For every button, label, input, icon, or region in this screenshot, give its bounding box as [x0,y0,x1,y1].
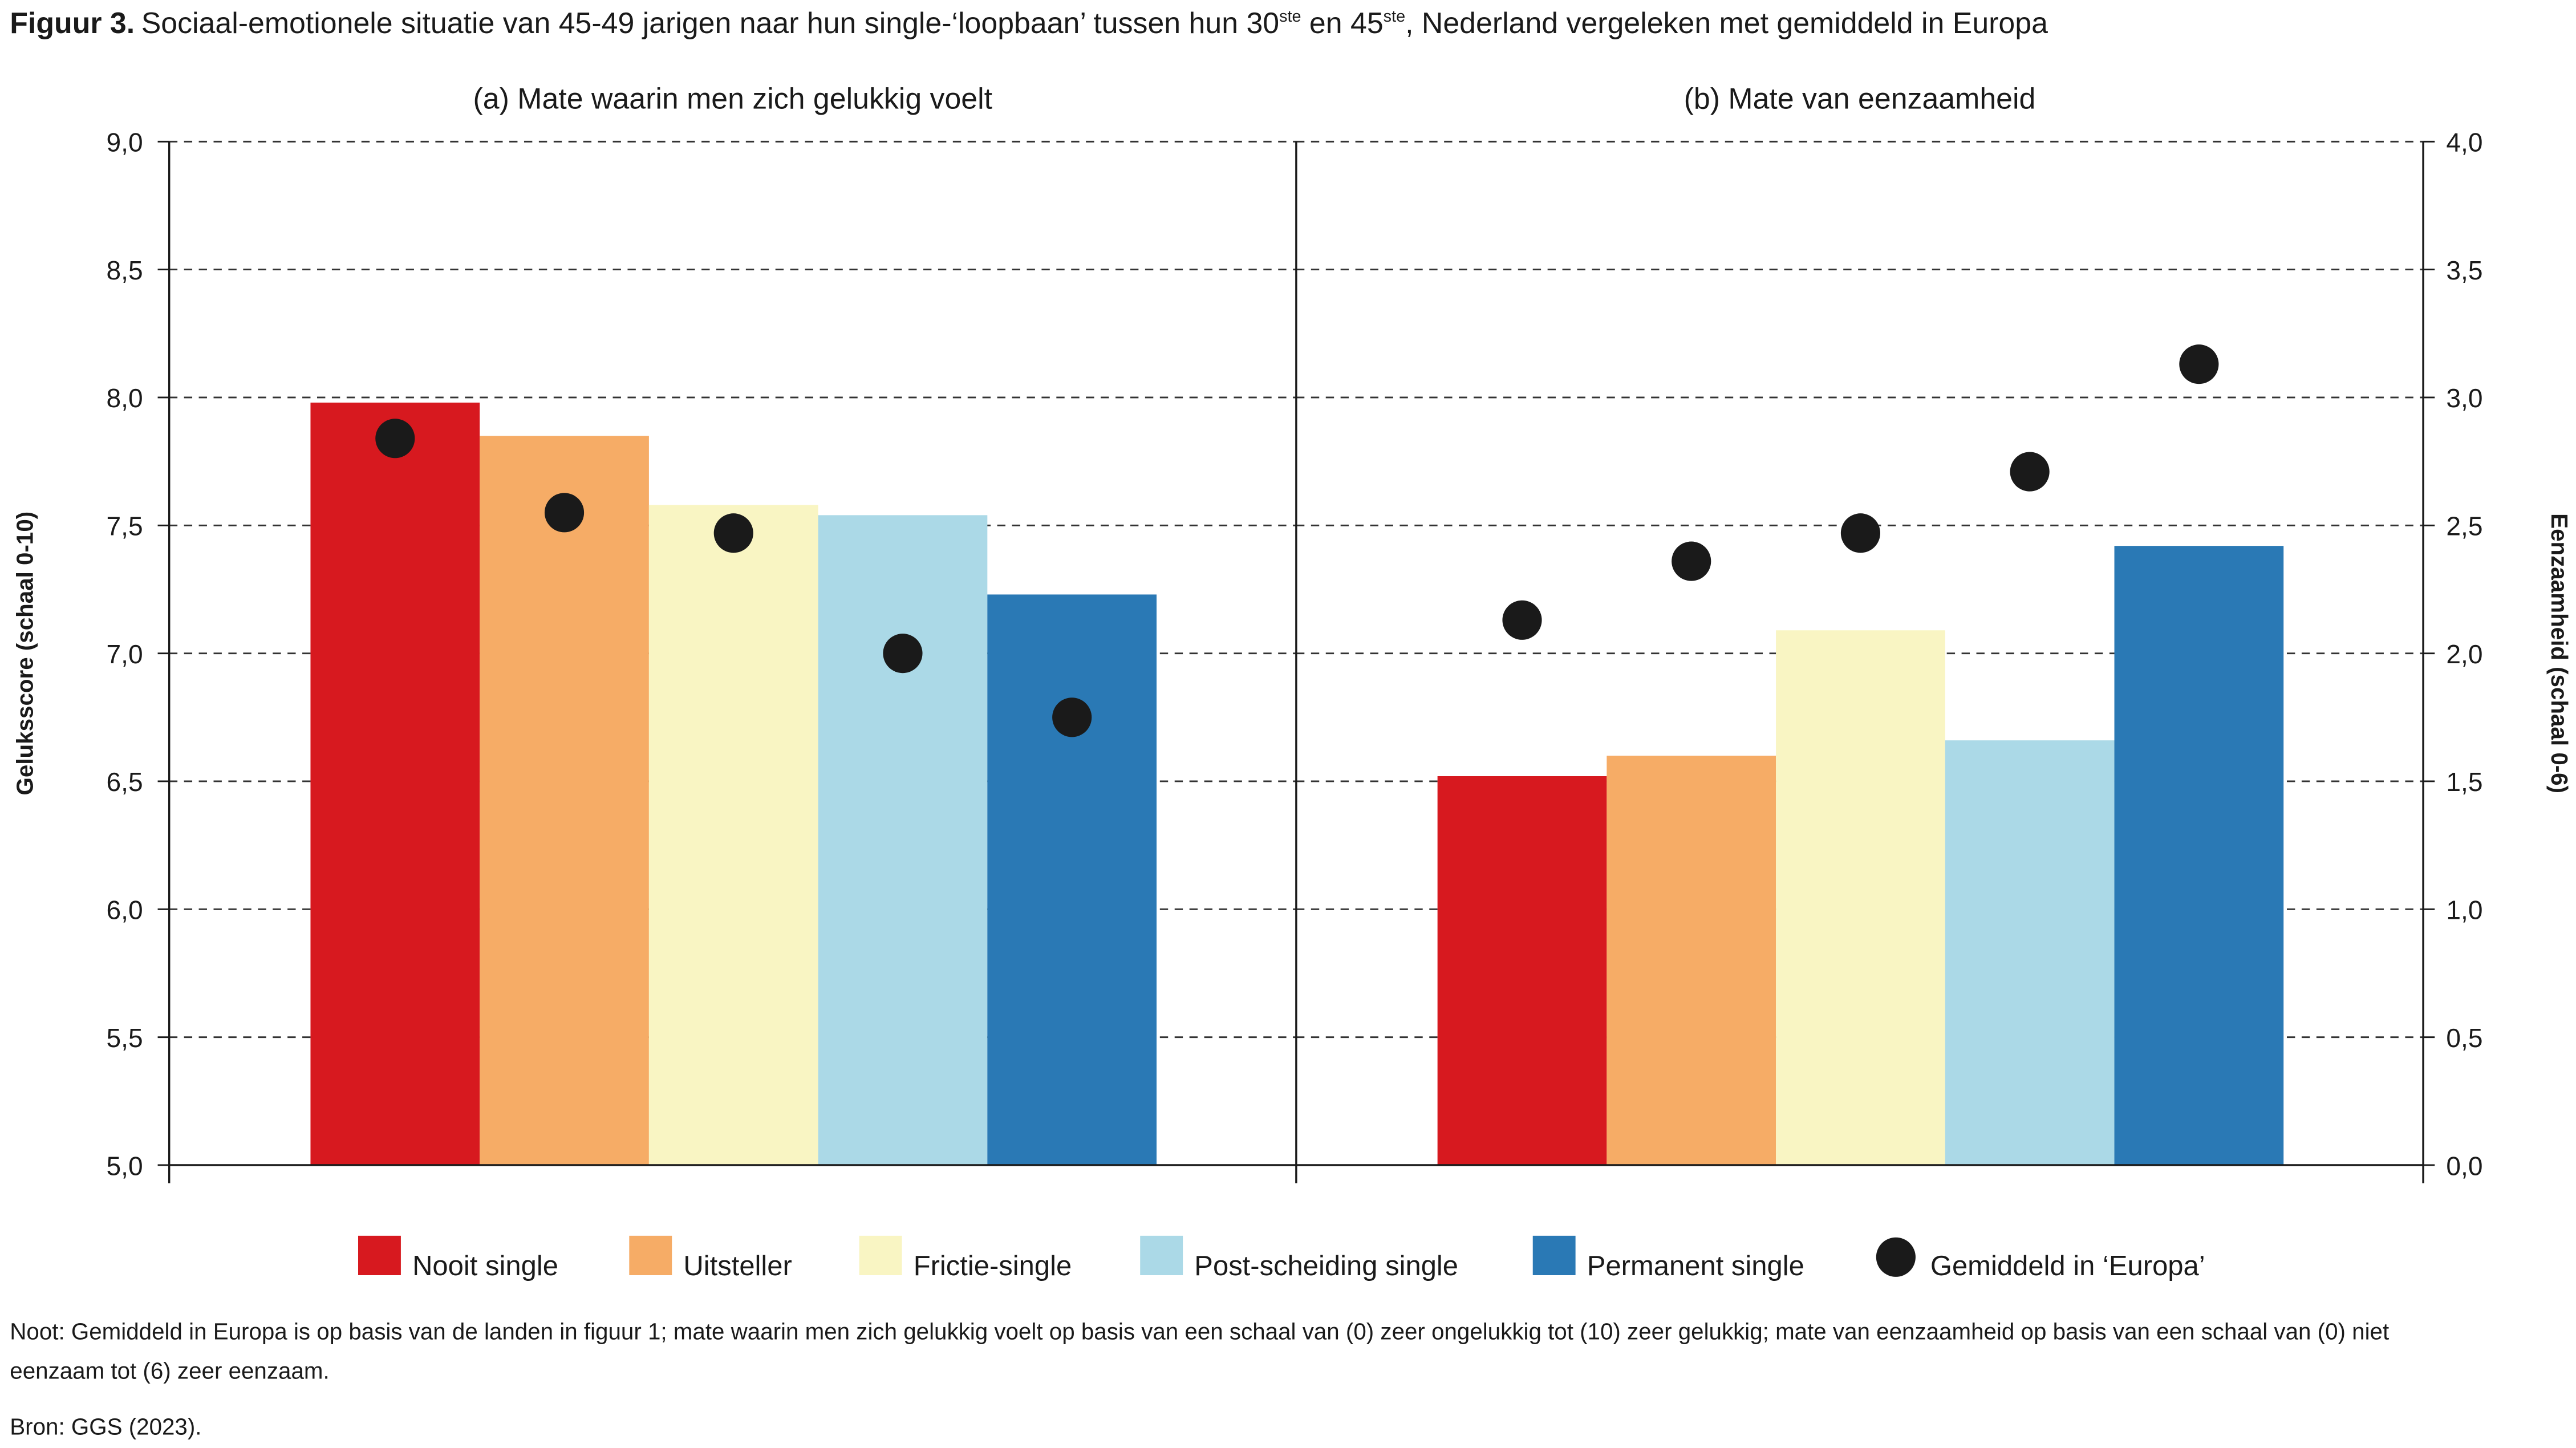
y-tick-label: 5,0 [107,1151,143,1181]
title-label: Figuur 3. [10,6,135,39]
title-sup: ste [1384,7,1405,26]
legend-label: Uitsteller [683,1251,792,1281]
y-tick-label: 2,5 [2446,512,2482,541]
bar [987,594,1157,1165]
bar [1437,776,1607,1165]
marker [1502,600,1542,640]
y-tick-label: 2,0 [2446,639,2482,669]
legend-swatch [859,1235,902,1275]
bar [310,402,480,1165]
bar [1776,630,1945,1165]
marker [544,493,585,533]
y-tick-label: 3,0 [2446,383,2482,413]
y-axis-title: Eenzaamheid (schaal 0-6) [2546,513,2573,793]
bar [480,436,649,1165]
y-tick-label: 3,5 [2446,255,2482,285]
marker [1840,513,1881,553]
bar [648,505,818,1165]
y-tick-label: 0,0 [2446,1151,2482,1181]
title-sup: ste [1279,7,1301,26]
y-tick-label: 9,0 [107,128,143,157]
marker [2179,344,2219,384]
note: eenzaam tot (6) zeer eenzaam. [10,1357,329,1384]
title-text: , Nederland vergeleken met gemiddeld in … [1405,6,2048,39]
y-tick-label: 1,0 [2446,895,2482,925]
y-tick-label: 6,0 [107,895,143,925]
bar [1607,756,1776,1165]
y-tick-label: 0,5 [2446,1023,2482,1053]
y-tick-label: 8,0 [107,383,143,413]
y-tick-label: 4,0 [2446,128,2482,157]
legend-label: Nooit single [412,1251,558,1281]
panel-title: (b) Mate van eenzaamheid [1684,82,2036,115]
legend-swatch [1140,1235,1183,1275]
chart-title: Figuur 3. Sociaal-emotionele situatie van… [10,6,2048,39]
legend-marker [1876,1237,1916,1277]
legend-swatch [629,1235,672,1275]
y-tick-label: 1,5 [2446,767,2482,797]
legend-swatch [1532,1235,1576,1275]
y-tick-label: 5,5 [107,1023,143,1053]
y-axis-title: Geluksscore (schaal 0-10) [12,512,38,796]
marker [1672,541,1711,581]
bar [1945,740,2115,1165]
legend-label: Gemiddeld in ‘Europa’ [1930,1251,2205,1281]
note: Noot: Gemiddeld in Europa is op basis va… [10,1318,2389,1344]
marker [1052,697,1092,737]
source: Bron: GGS (2023). [10,1413,201,1439]
bar [818,515,988,1165]
title-text: en 45 [1301,6,1384,39]
title-text: Sociaal-emotionele situatie van 45-49 ja… [141,6,1279,39]
y-tick-label: 7,0 [107,639,143,669]
marker [375,419,415,459]
y-tick-label: 8,5 [107,255,143,285]
legend-label: Permanent single [1587,1251,1804,1281]
y-tick-label: 6,5 [107,767,143,797]
legend-label: Frictie-single [914,1251,1072,1281]
legend-label: Post-scheiding single [1194,1251,1458,1281]
y-tick-label: 7,5 [107,512,143,541]
legend-swatch [358,1235,401,1275]
bar [2114,546,2284,1165]
marker [2010,452,2050,492]
marker [883,634,923,674]
marker [713,513,753,553]
panel-title: (a) Mate waarin men zich gelukkig voelt [473,82,993,115]
